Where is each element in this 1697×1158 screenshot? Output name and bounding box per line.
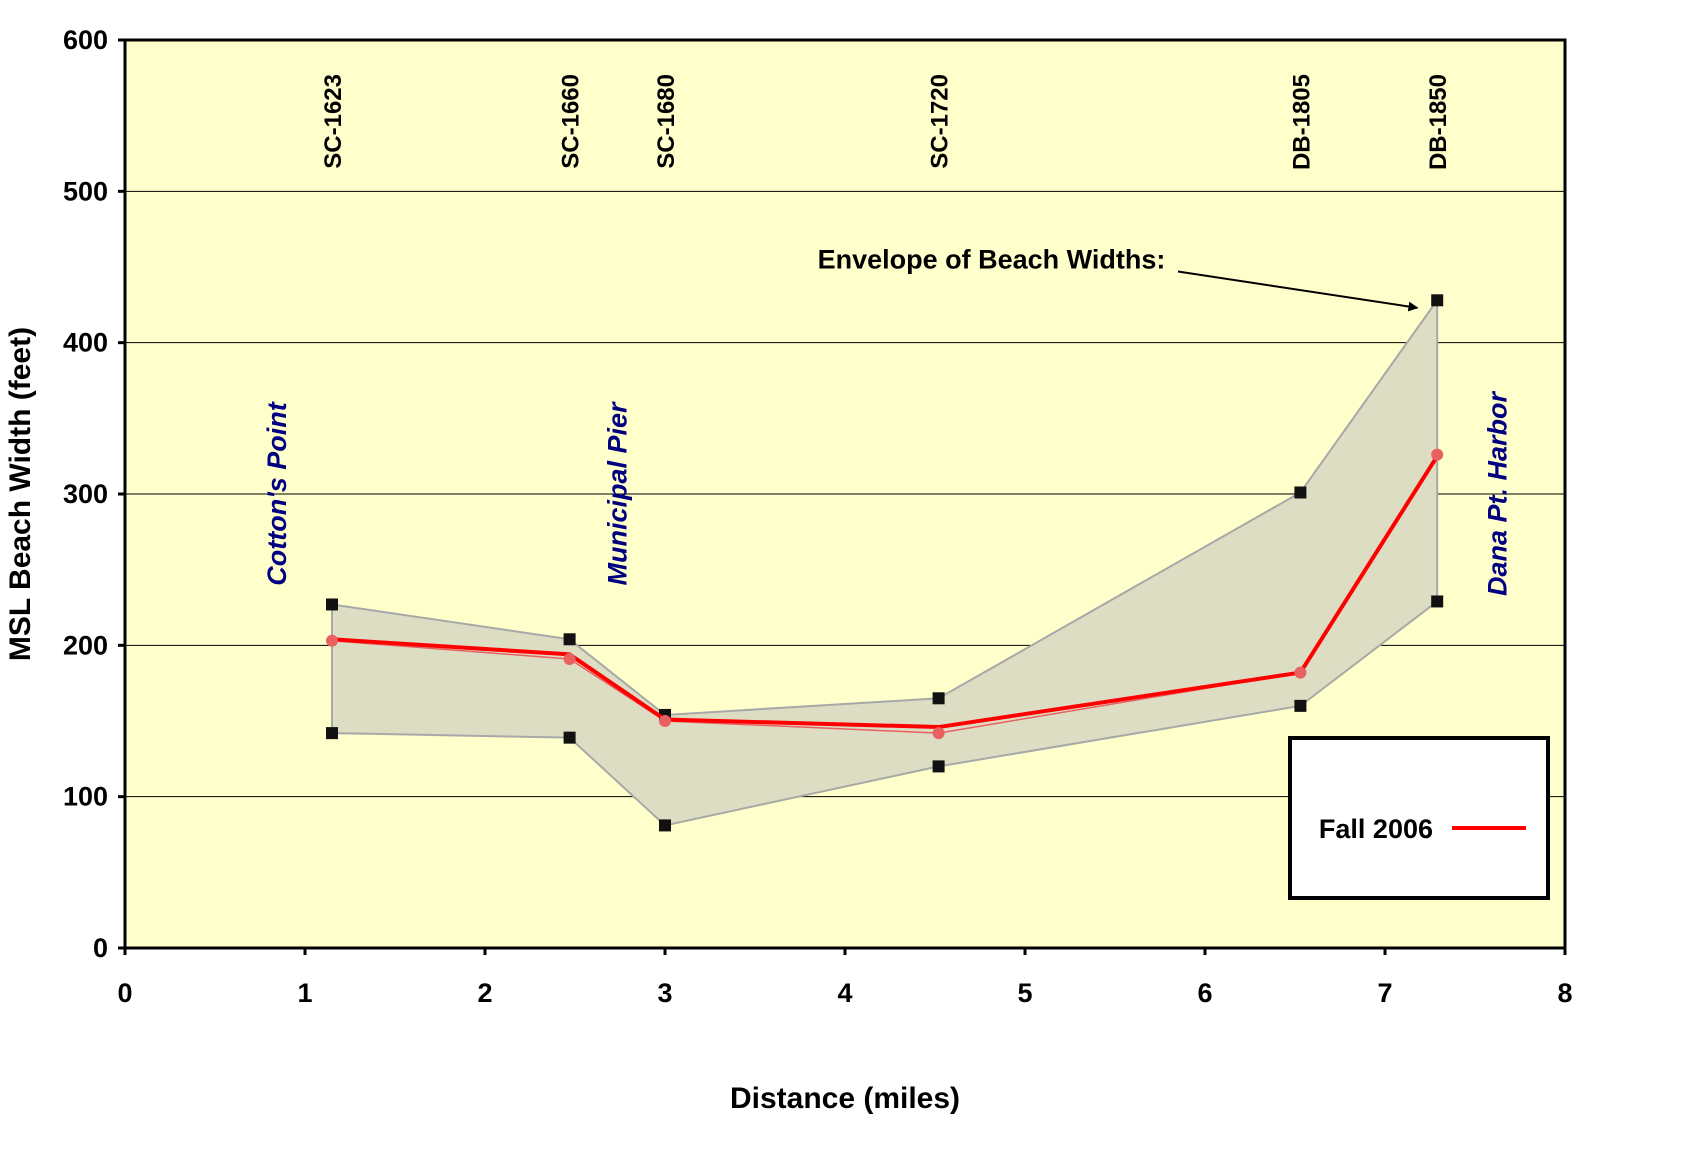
- x-tick-label-0: 0: [117, 978, 132, 1008]
- y-tick-label-0: 0: [93, 933, 108, 963]
- envelope-annotation: Envelope of Beach Widths:: [818, 245, 1419, 312]
- x-tick-label-3: 3: [657, 978, 672, 1008]
- series-point: [326, 634, 338, 647]
- profile-labels: SC-1623 SC-1660 SC-1680 SC-1720 DB-1805 DB-18…: [320, 74, 1452, 170]
- x-tick-label-5: 5: [1017, 978, 1032, 1008]
- series-point: [659, 715, 671, 727]
- x-tick-label-2: 2: [477, 978, 492, 1008]
- x-tick-label-7: 7: [1377, 978, 1392, 1008]
- series-layer: [326, 448, 1444, 740]
- axis-ticks: 0 100 200 300 400 500 600 0 1 2 3 4 5 6 7 8: [63, 25, 1573, 1008]
- series-point: [563, 652, 576, 665]
- series-point: [932, 727, 945, 740]
- y-tick-label-400: 400: [63, 328, 108, 358]
- profile-label: DB-1850: [1425, 74, 1452, 170]
- x-tick-label-1: 1: [297, 978, 312, 1008]
- annotation-text: Envelope of Beach Widths:: [818, 245, 1166, 275]
- y-tick-label-300: 300: [63, 479, 108, 509]
- envelope-max-marker: [932, 692, 945, 705]
- profile-label: SC-1623: [320, 74, 347, 169]
- envelope-min-marker: [1431, 595, 1444, 608]
- profile-label: SC-1660: [558, 74, 585, 169]
- landmark-label: Dana Pt. Harbor: [1483, 390, 1513, 596]
- legend-box: [1288, 736, 1550, 900]
- x-axis-title: Distance (miles): [730, 1082, 960, 1115]
- envelope-min-marker: [1294, 699, 1307, 712]
- legend: Fall 2006: [1288, 736, 1550, 900]
- envelope-min-marker: [659, 819, 671, 832]
- x-tick-label-8: 8: [1557, 978, 1572, 1008]
- landmark-labels: Cotton's Point Municipal Pier Dana Pt. Har…: [262, 390, 1512, 596]
- envelope-max-marker: [1431, 294, 1444, 307]
- annotation-arrow: [1177, 270, 1419, 312]
- envelope-min-marker: [932, 760, 945, 773]
- y-tick-label-200: 200: [63, 630, 108, 660]
- envelope-max-marker: [326, 598, 338, 611]
- series-line: [331, 455, 1439, 730]
- x-tick-label-4: 4: [837, 978, 852, 1008]
- series-point: [1294, 666, 1307, 679]
- series-point: [1431, 448, 1444, 461]
- envelope-min-marker: [326, 727, 338, 740]
- landmark-label: Municipal Pier: [602, 401, 632, 586]
- profile-label: DB-1805: [1288, 74, 1315, 170]
- landmark-label: Cotton's Point: [262, 401, 292, 585]
- y-tick-label-500: 500: [63, 176, 108, 206]
- y-axis-title: MSL Beach Width (feet): [4, 327, 37, 661]
- profile-label: SC-1680: [653, 74, 680, 169]
- profile-label: SC-1720: [927, 74, 954, 169]
- y-tick-label-100: 100: [63, 782, 108, 812]
- x-tick-label-6: 6: [1197, 978, 1212, 1008]
- legend-label-fall-2006: Fall 2006: [1319, 814, 1433, 844]
- y-tick-label-600: 600: [63, 25, 108, 55]
- envelope-min-marker: [563, 731, 576, 744]
- envelope-max-marker: [1294, 486, 1307, 499]
- envelope-max-marker: [563, 633, 576, 646]
